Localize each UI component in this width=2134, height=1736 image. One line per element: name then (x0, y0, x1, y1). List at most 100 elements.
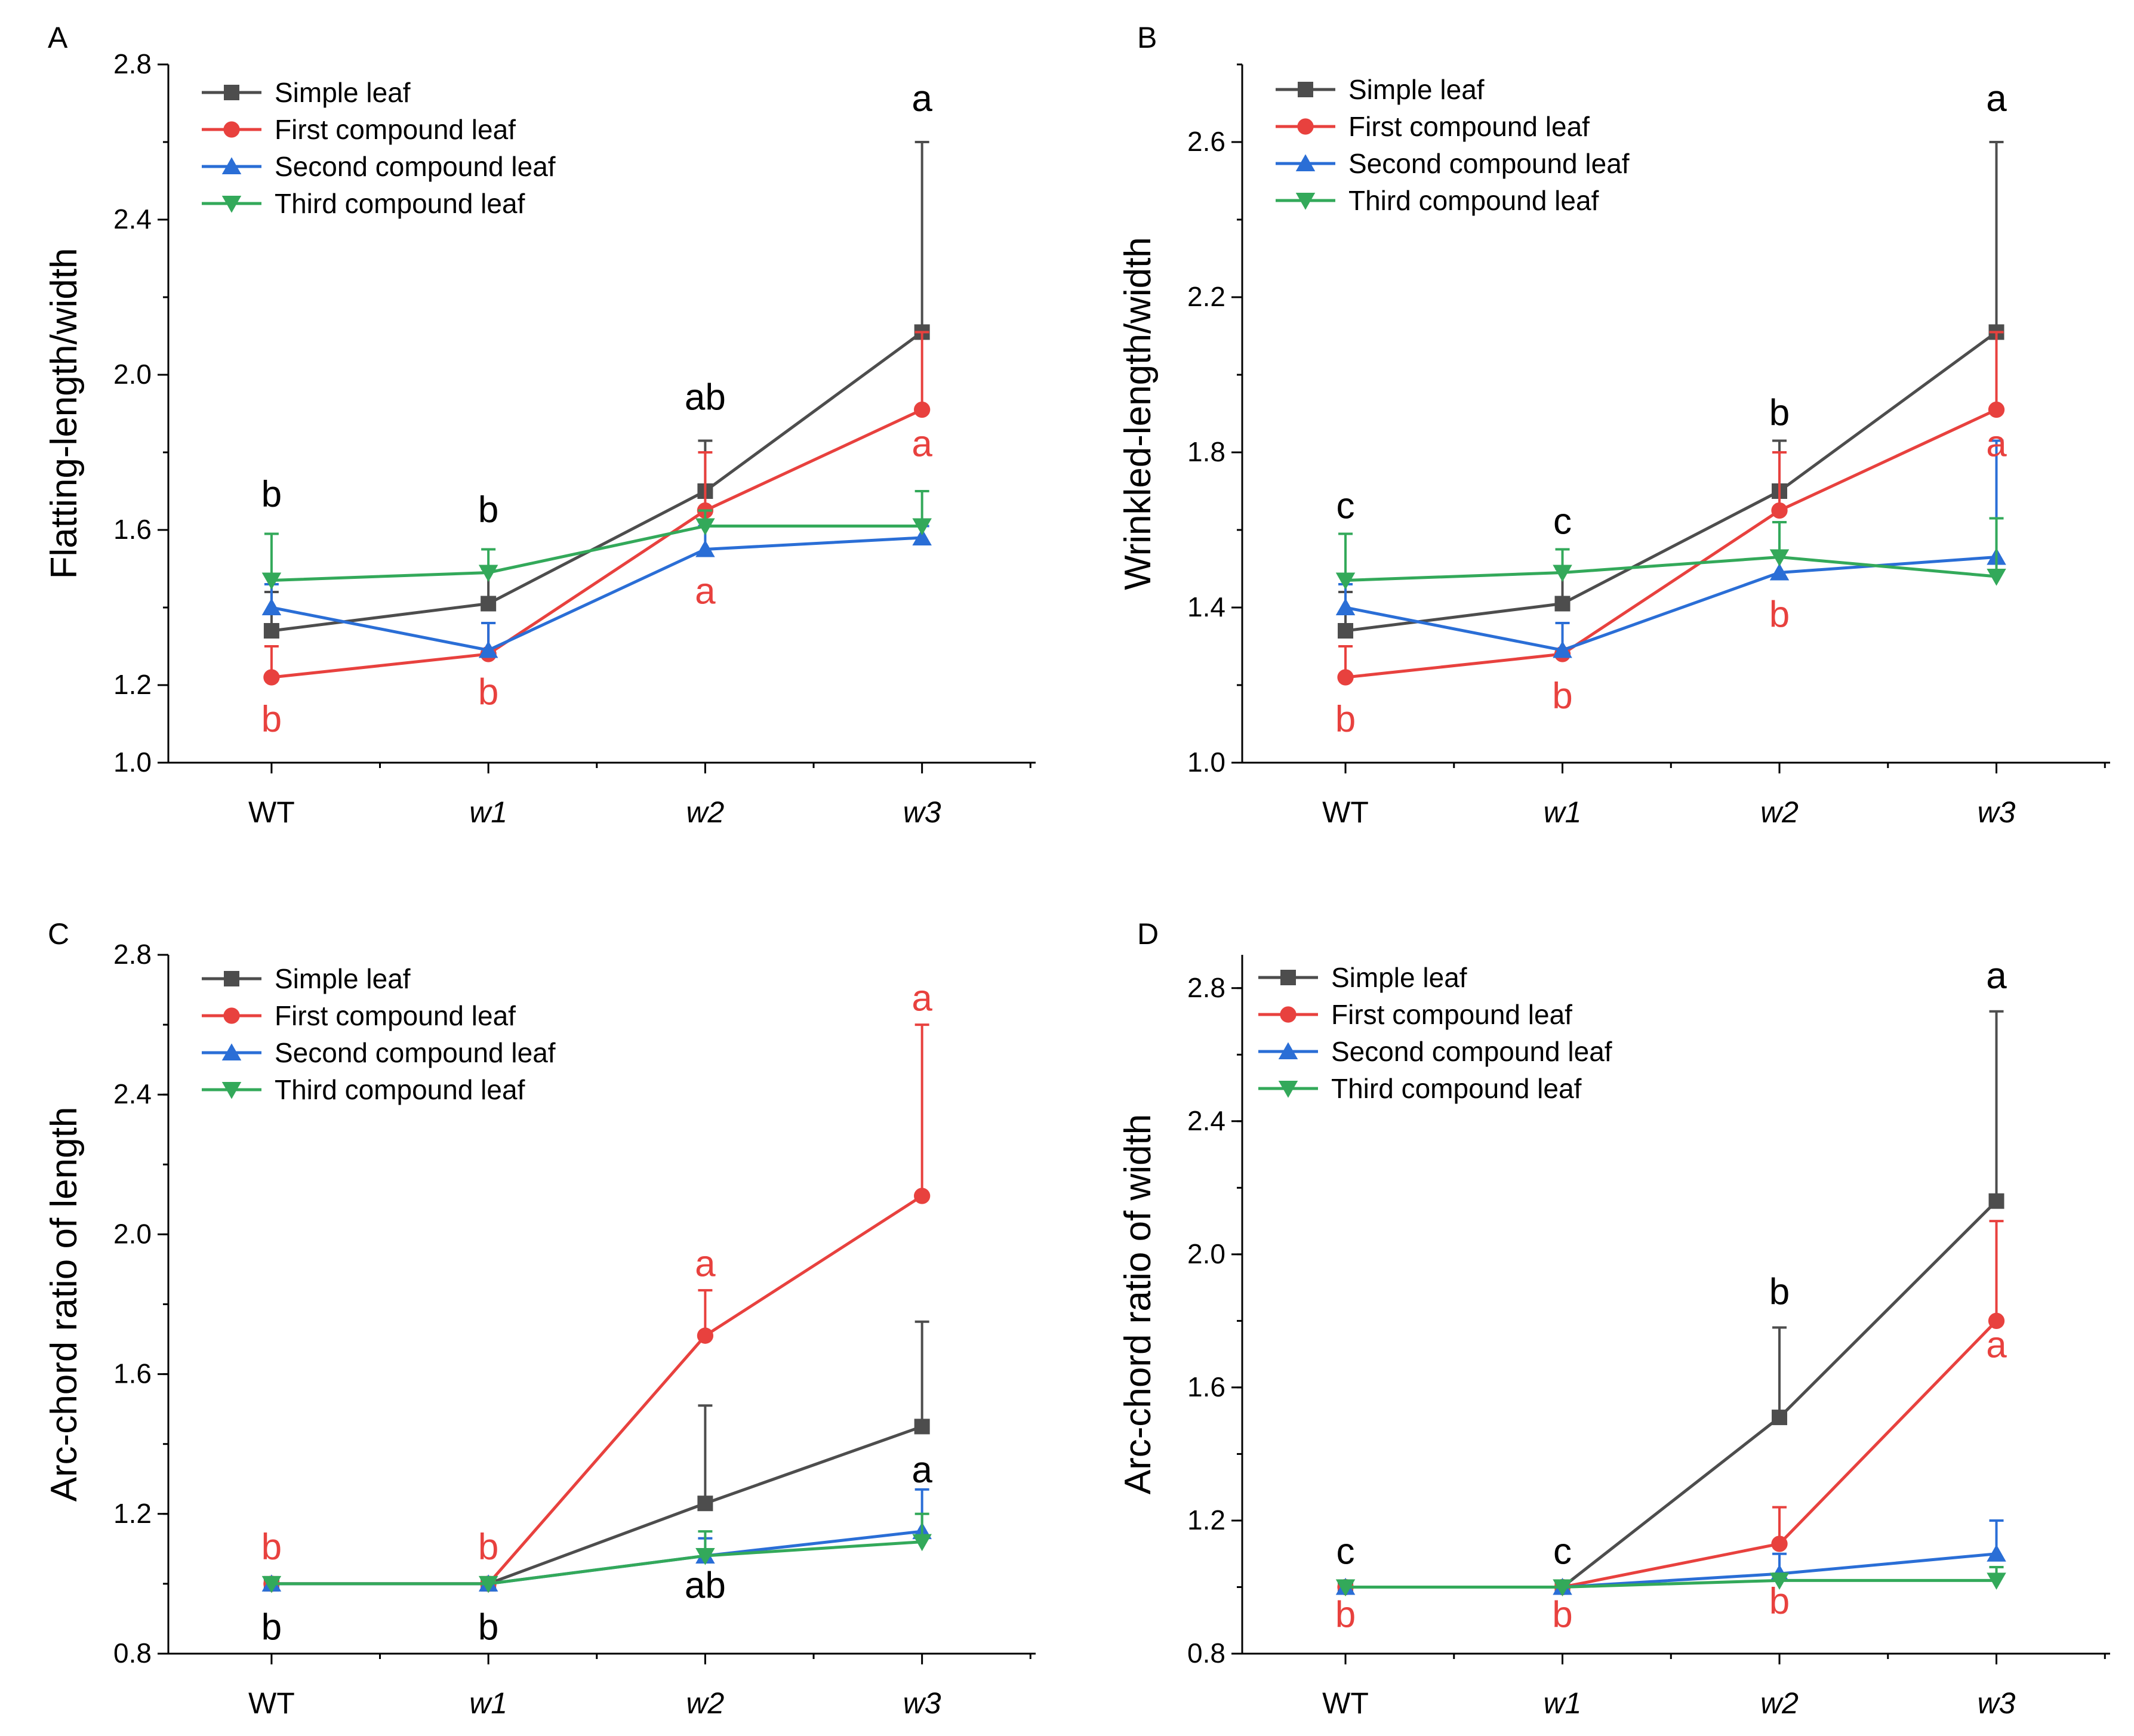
x-tick-label: w2 (686, 1686, 724, 1720)
data-point (1988, 401, 2005, 418)
significance-label: c (1337, 1531, 1355, 1572)
significance-label: a (912, 78, 932, 119)
legend-label: Second compound leaf (275, 151, 556, 182)
series-first-compound-leaf (263, 331, 931, 686)
significance-label: b (1769, 393, 1790, 434)
legend-label: Third compound leaf (1331, 1073, 1582, 1104)
panel-c: C 0.8 1.2 1.6 2.0 2.4 2.8 WT w1 w2 w3 Arc-chord rat… (44, 917, 1036, 1720)
legend-label: Second compound leaf (1348, 148, 1630, 179)
data-point (1335, 572, 1356, 590)
y-tick-label: 2.0 (113, 359, 152, 390)
legend-label: First compound leaf (275, 1000, 516, 1031)
data-point (1337, 669, 1354, 686)
y-tick-label: 1.6 (1187, 1371, 1225, 1402)
significance-label: a (1986, 78, 2007, 119)
data-point (1988, 1193, 2004, 1209)
data-point (478, 1575, 498, 1593)
x-tick-label: w2 (1760, 1686, 1799, 1720)
data-point (914, 401, 931, 418)
panel-b: B 1.0 1.4 1.8 2.2 2.6 WT w1 w2 w3 Wrinkled-length/… (1117, 21, 2110, 829)
legend-label: Simple leaf (275, 963, 411, 994)
data-point (1769, 1572, 1790, 1590)
panel-letter: D (1137, 917, 1159, 951)
data-point (481, 596, 497, 612)
panel-letter: C (48, 917, 69, 951)
significance-label: b (1552, 676, 1572, 717)
series-line (271, 525, 922, 582)
legend-marker (1278, 1081, 1298, 1098)
x-tick-label: w3 (903, 1686, 941, 1720)
series-first-compound-leaf (263, 1023, 931, 1592)
legend-marker (224, 85, 239, 100)
legend-marker (1295, 154, 1316, 171)
data-point (1987, 1544, 2006, 1562)
legend-label: Simple leaf (275, 77, 411, 108)
series-line (271, 1540, 922, 1586)
y-tick-label: 1.8 (1187, 436, 1225, 467)
significance-label: b (261, 699, 282, 740)
series-line (1345, 556, 1997, 652)
y-tick-label: 2.6 (1187, 126, 1225, 157)
data-point (478, 640, 498, 658)
legend-marker (221, 1082, 242, 1099)
legend-marker (223, 1007, 240, 1024)
panel-letter: A (48, 21, 68, 54)
legend-marker (1280, 1006, 1297, 1023)
data-point (1987, 569, 2006, 586)
data-point (695, 1548, 715, 1565)
data-point (263, 623, 279, 639)
data-point (1769, 549, 1790, 567)
series-third-compound-leaf (261, 490, 932, 590)
x-tick-label: WT (1322, 795, 1369, 829)
x-tick-label: w1 (469, 795, 507, 829)
y-axis-title: Flatting-length/width (44, 248, 85, 579)
x-tick-label: w2 (1760, 795, 1799, 829)
legend: Simple leaf First compound leaf Second com… (202, 963, 556, 1105)
legend-marker (221, 157, 242, 174)
legend-label: First compound leaf (1348, 111, 1590, 142)
x-tick-label: WT (1322, 1686, 1369, 1720)
y-tick-label: 1.2 (113, 669, 152, 700)
series-third-compound-leaf (1335, 1566, 2006, 1597)
data-point (1553, 565, 1572, 582)
y-tick-label: 0.8 (113, 1638, 152, 1669)
significance-label: b (478, 1527, 498, 1568)
legend-marker (1297, 118, 1314, 135)
legend-marker (224, 971, 239, 986)
data-point (1771, 1535, 1788, 1552)
significance-label: b (478, 672, 498, 713)
legend-label: Simple leaf (1331, 962, 1467, 993)
series-line (271, 408, 923, 679)
y-axis-title: Arc-chord ratio of length (44, 1107, 85, 1502)
y-tick-label: 2.8 (113, 939, 152, 970)
series-line (1345, 1319, 1998, 1589)
y-tick-label: 2.4 (1187, 1105, 1225, 1136)
legend-marker (221, 1043, 242, 1060)
legend-marker (1298, 82, 1313, 97)
data-point (912, 528, 932, 545)
series-line (1345, 331, 1998, 633)
legend-label: Third compound leaf (275, 188, 525, 219)
data-point (261, 572, 282, 590)
significance-label: c (1553, 1531, 1572, 1572)
series-line (1345, 1578, 1997, 1589)
y-tick-label: 1.6 (113, 514, 152, 545)
legend: Simple leaf First compound leaf Second com… (1258, 962, 1612, 1104)
significance-label: b (478, 489, 498, 531)
significance-label: b (1769, 594, 1790, 636)
series-line (1345, 1200, 1998, 1589)
significance-label: b (1769, 1581, 1790, 1622)
series-simple-leaf (263, 1320, 930, 1592)
series-first-compound-leaf (1337, 1220, 2005, 1596)
legend-label: Second compound leaf (275, 1037, 556, 1068)
y-tick-label: 0.8 (1187, 1638, 1225, 1669)
y-tick-label: 1.4 (1187, 591, 1225, 622)
significance-label: b (261, 1607, 282, 1648)
x-tick-label: w3 (1978, 795, 2016, 829)
x-tick-label: w1 (1544, 795, 1582, 829)
y-tick-label: 2.0 (1187, 1238, 1225, 1269)
data-point (261, 1575, 282, 1593)
significance-label: c (1337, 486, 1355, 527)
significance-label: b (261, 474, 282, 515)
legend: Simple leaf First compound leaf Second com… (202, 77, 556, 219)
